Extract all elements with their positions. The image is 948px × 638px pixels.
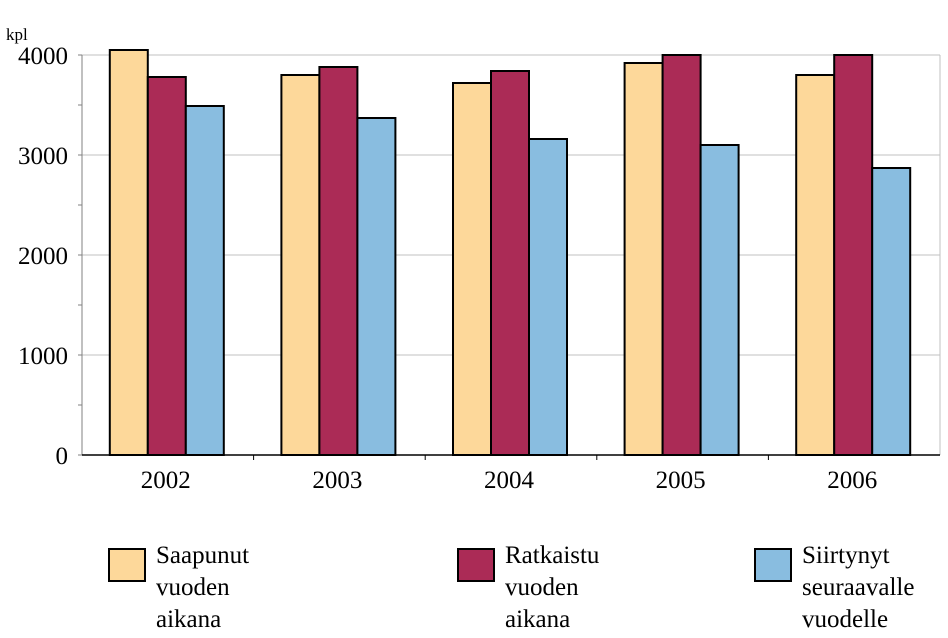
bar: [528, 138, 568, 456]
bar: [356, 117, 397, 456]
y-tick-label: 1000: [18, 343, 68, 370]
legend-label-siirtynyt: Siirtynyt seuraavalle vuodelle: [802, 542, 915, 633]
legend-label-ratkaistu: Ratkaistu vuoden aikana: [505, 542, 600, 633]
legend-label-saapunut: Saapunut vuoden aikana: [156, 542, 250, 633]
axes: [78, 54, 940, 460]
legend-swatch-siirtynyt: [754, 548, 792, 582]
y-axis-label: kpl: [6, 25, 28, 44]
legend-swatch-saapunut: [108, 548, 146, 582]
x-tick-label: 2002: [141, 467, 191, 494]
bar: [318, 66, 359, 456]
bar: [661, 54, 702, 456]
y-tick-label: 4000: [18, 43, 68, 70]
bar: [184, 105, 225, 456]
x-tick-label: 2003: [312, 467, 362, 494]
bar: [280, 74, 321, 456]
legend-item-ratkaistu: Ratkaistu vuoden aikana: [457, 540, 599, 636]
bar: [108, 49, 149, 456]
bar: [490, 70, 530, 456]
tick-labels: 0 1000 2000 3000 4000 2002 2003 2004 2005 2006: [18, 43, 877, 494]
y-tick-label: 0: [56, 443, 69, 470]
y-tick-label: 3000: [18, 143, 68, 170]
bar: [452, 82, 492, 456]
x-tick-label: 2005: [656, 467, 706, 494]
bar-chart: 0 1000 2000 3000 4000 2002 2003 2004 2005 2006 kp…: [6, 25, 941, 494]
bar: [833, 54, 874, 456]
legend-swatch-ratkaistu: [457, 548, 495, 582]
x-tick-label: 2004: [484, 467, 535, 494]
bar: [699, 144, 740, 456]
legend-item-siirtynyt: Siirtynyt seuraavalle vuodelle: [754, 540, 914, 636]
bar: [871, 167, 912, 456]
legend-item-saapunut: Saapunut vuoden aikana: [108, 540, 249, 636]
bar: [623, 62, 664, 456]
bar: [795, 74, 836, 456]
y-tick-label: 2000: [18, 243, 68, 270]
bars: [108, 49, 912, 456]
x-tick-label: 2006: [827, 467, 877, 494]
bar: [146, 76, 187, 456]
